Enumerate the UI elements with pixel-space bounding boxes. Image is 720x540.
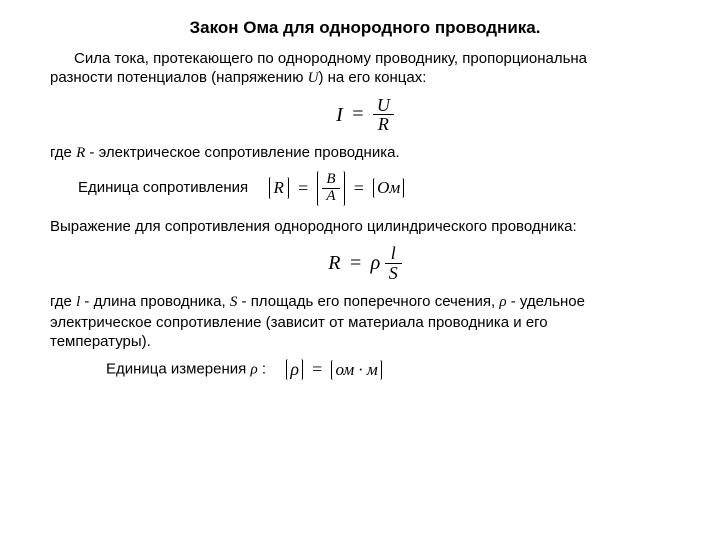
unit-R-num: В [322, 172, 339, 189]
page-title: Закон Ома для однородного проводника. [50, 18, 680, 38]
formula-res-den: S [385, 264, 402, 283]
intro-paragraph: Сила тока, протекающего по однородному п… [50, 50, 680, 88]
formula-ohm-frac: U R [373, 96, 394, 135]
formula-resistivity: R = ρ l S [50, 244, 680, 283]
where-R: где R - электрическое сопротивление пров… [50, 144, 680, 163]
w2-d: - удельное [507, 293, 585, 310]
where-paragraph-2-line2: электрическое сопротивление (зависит от … [50, 314, 680, 333]
unit-R-bracket-lhs: R [269, 177, 289, 199]
intro-text-1: Сила тока, протекающего по однородному п… [74, 50, 587, 67]
intro-var-U: U [308, 70, 319, 86]
equals-sign: = [307, 359, 327, 379]
unit-R-frac: В А [322, 172, 339, 205]
unit-R-row: Единица сопротивления R = В А = Ом [50, 171, 680, 206]
formula-ohm: I = U R [50, 96, 680, 135]
w2-c: - площадь его поперечного сечения, [237, 293, 499, 310]
intro-text-2a: разности потенциалов (напряжению [50, 69, 308, 86]
formula-ohm-den: R [373, 115, 394, 134]
unit-rho-label-b: : [258, 361, 266, 378]
unit-rho-formula: ρ = ом · м [286, 359, 381, 380]
expression-line: Выражение для сопротивления однородного … [50, 218, 680, 237]
where-paragraph-2: где l - длина проводника, S - площадь ег… [50, 293, 680, 312]
w2-b: - длина проводника, [80, 293, 230, 310]
equals-sign: = [347, 103, 368, 125]
unit-rho-label-a: Единица измерения [106, 361, 250, 378]
unit-rho-bracket-rhs: ом · м [331, 360, 381, 380]
unit-R-label: Единица сопротивления [78, 179, 248, 196]
unit-rho-rhs: ом · м [335, 360, 377, 379]
equals-sign: = [293, 178, 313, 198]
intro-text-2b: ) на его концах: [318, 69, 426, 86]
where-R-a: где [50, 144, 76, 161]
where-R-var: R [76, 145, 85, 161]
unit-R-bracket-rhs: Ом [373, 178, 404, 198]
unit-rho-row: Единица измерения ρ : ρ = ом · м [50, 359, 680, 380]
where-R-b: - электрическое сопротивление проводника… [85, 144, 399, 161]
unit-rho-bracket-lhs: ρ [286, 359, 303, 380]
formula-ohm-lhs: I [336, 103, 343, 125]
unit-R-rhs: Ом [377, 178, 400, 197]
formula-res-num: l [385, 244, 402, 264]
unit-R-den: А [322, 189, 339, 205]
w2-rho: ρ [499, 294, 506, 310]
unit-R-bracket-frac: В А [317, 171, 344, 206]
unit-rho-lhs: ρ [290, 359, 299, 379]
formula-res-lhs: R [328, 252, 340, 274]
unit-R-lhs: R [274, 178, 284, 197]
equals-sign: = [345, 252, 366, 274]
formula-ohm-num: U [373, 96, 394, 116]
unit-rho-var: ρ [250, 362, 257, 378]
formula-res-coef: ρ [371, 252, 381, 274]
w2-a: где [50, 293, 76, 310]
equals-sign: = [349, 178, 369, 198]
formula-res-frac: l S [385, 244, 402, 283]
where-paragraph-2-line3: температуры). [50, 333, 680, 352]
unit-R-formula: R = В А = Ом [269, 171, 405, 206]
